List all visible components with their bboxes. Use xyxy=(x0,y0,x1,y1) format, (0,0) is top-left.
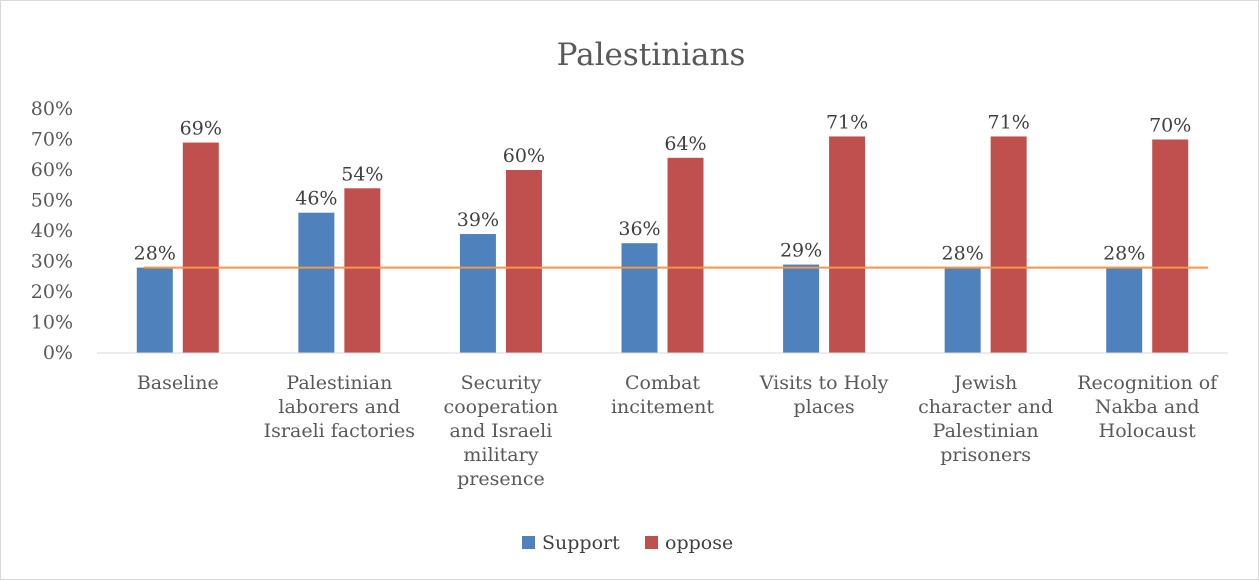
data-label: 71% xyxy=(826,111,868,133)
data-label: 69% xyxy=(180,118,222,140)
data-label: 28% xyxy=(942,243,984,265)
bar-support xyxy=(459,234,496,353)
bar-support xyxy=(136,267,173,353)
category-label: Visits to Holy places xyxy=(759,372,889,418)
category-label-line: character and xyxy=(918,396,1053,418)
y-tick-label: 60% xyxy=(31,159,73,181)
category-label-line: Holocaust xyxy=(1099,420,1196,442)
data-label: 71% xyxy=(988,111,1030,133)
data-label: 39% xyxy=(457,209,499,231)
category-label-line: places xyxy=(793,396,854,418)
bar-support xyxy=(944,267,981,353)
bar-oppose xyxy=(990,136,1027,353)
y-tick-label: 30% xyxy=(31,251,73,273)
data-label: 36% xyxy=(618,218,660,240)
legend-swatch-oppose xyxy=(645,536,658,549)
bar-oppose xyxy=(182,142,219,353)
y-tick-label: 70% xyxy=(31,129,73,151)
legend-swatch-support xyxy=(522,536,535,549)
bar-oppose xyxy=(1152,139,1189,353)
bar-support xyxy=(298,212,335,353)
category-label-line: Palestinian xyxy=(933,420,1039,442)
category-label-line: and Israeli xyxy=(450,420,553,442)
category-label: Jewish character and Palestinian prisoners xyxy=(918,372,1053,466)
category-label-line: prisoners xyxy=(940,444,1031,466)
data-label: 28% xyxy=(134,243,176,265)
bar-oppose xyxy=(505,170,542,353)
category-label-line: cooperation xyxy=(444,396,559,418)
category-label-line: incitement xyxy=(611,396,714,418)
legend-label: Support xyxy=(542,532,620,554)
category-label-line: Palestinian xyxy=(286,372,392,394)
category-label-line: Nakba and xyxy=(1095,396,1200,418)
category-label-line: presence xyxy=(457,468,545,490)
category-label-line: military xyxy=(463,444,538,466)
y-tick-label: 20% xyxy=(31,281,73,303)
data-label: 28% xyxy=(1103,243,1145,265)
data-label: 64% xyxy=(664,133,706,155)
bar-support xyxy=(783,264,820,353)
bar-support xyxy=(1106,267,1143,353)
category-label: Combat incitement xyxy=(611,372,714,418)
chart-title: Palestinians xyxy=(557,37,746,73)
category-label-line: Jewish xyxy=(952,372,1017,394)
category-label-line: Security xyxy=(461,372,542,394)
y-tick-label: 10% xyxy=(31,312,73,334)
category-label-line: Visits to Holy xyxy=(759,372,889,394)
bar-oppose xyxy=(829,136,866,353)
y-tick-label: 80% xyxy=(31,98,73,120)
category-label-line: Baseline xyxy=(137,372,219,394)
category-label: Security cooperation and Israeli military pr… xyxy=(444,372,559,490)
category-label-line: Combat xyxy=(625,372,700,394)
category-label-line: Israeli factories xyxy=(264,420,415,442)
category-label: Palestinian laborers and Israeli factories xyxy=(264,372,415,442)
legend-label: oppose xyxy=(665,532,733,554)
data-label: 70% xyxy=(1149,115,1191,137)
category-label: Recognition of Nakba and Holocaust xyxy=(1077,372,1219,442)
bar-support xyxy=(621,243,658,353)
y-tick-label: 40% xyxy=(31,220,73,242)
data-label: 54% xyxy=(341,163,383,185)
y-tick-label: 50% xyxy=(31,190,73,212)
category-label: Baseline xyxy=(137,372,219,394)
bar-oppose xyxy=(344,188,381,353)
data-label: 60% xyxy=(503,145,545,167)
bar-oppose xyxy=(667,157,704,353)
category-label-line: laborers and xyxy=(278,396,400,418)
data-label: 29% xyxy=(780,240,822,262)
y-tick-label: 0% xyxy=(43,342,73,364)
category-label-line: Recognition of xyxy=(1077,372,1219,394)
data-label: 46% xyxy=(295,188,337,210)
